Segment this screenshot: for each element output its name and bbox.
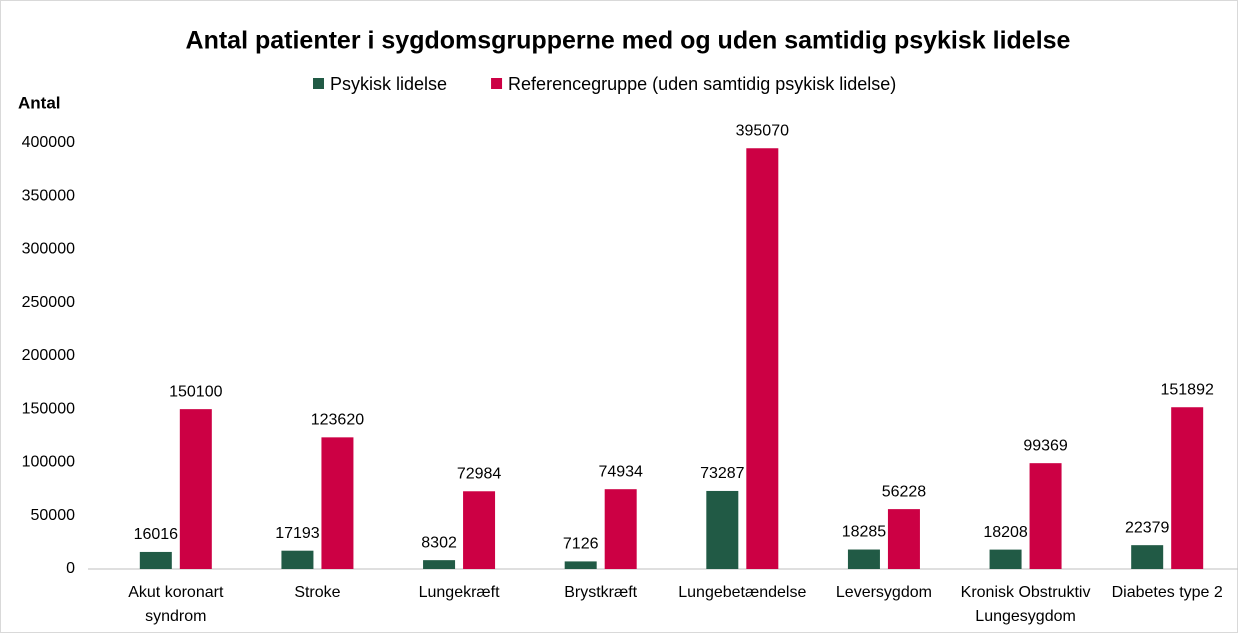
data-label: 74934 <box>598 463 643 480</box>
x-tick-label: Kronisk Obstruktiv Lungesygdom <box>960 584 1091 625</box>
y-tick-label: 250000 <box>22 294 75 311</box>
bar <box>1131 545 1164 569</box>
data-label: 151892 <box>1160 381 1213 398</box>
bar <box>463 491 496 569</box>
legend-label: Psykisk lidelse <box>330 74 447 94</box>
x-tick-label: Leversygdom <box>835 584 932 601</box>
data-label: 99369 <box>1023 437 1068 454</box>
bar <box>1171 407 1204 569</box>
bar <box>989 549 1022 569</box>
legend-swatch <box>313 78 324 89</box>
data-label: 16016 <box>134 526 179 543</box>
data-label: 56228 <box>882 483 927 500</box>
y-tick-label: 200000 <box>22 347 75 364</box>
x-tick-label: Lungekræft <box>418 584 500 601</box>
x-tick-label: Diabetes type 2 <box>1111 584 1223 601</box>
data-label: 18285 <box>842 524 887 541</box>
data-label: 150100 <box>169 383 222 400</box>
bar <box>179 409 212 569</box>
bar <box>139 551 172 569</box>
x-tick-label: Brystkræft <box>564 584 638 601</box>
y-tick-label: 50000 <box>31 507 76 524</box>
bar <box>604 489 637 569</box>
chart-title: Antal patienter i sygdomsgrupperne med o… <box>186 27 1071 55</box>
bar <box>321 437 354 569</box>
data-label: 395070 <box>736 122 789 139</box>
y-tick-label: 150000 <box>22 400 75 417</box>
data-label: 73287 <box>700 465 745 482</box>
y-axis-label: Antal <box>18 93 61 112</box>
bar <box>847 549 880 569</box>
data-label: 22379 <box>1125 519 1170 536</box>
bar <box>281 550 314 569</box>
bar <box>1029 463 1062 569</box>
data-label: 123620 <box>311 412 364 429</box>
legend-label: Referencegruppe (uden samtidig psykisk l… <box>508 74 896 94</box>
bar <box>887 509 920 569</box>
data-label: 18208 <box>983 524 1028 541</box>
x-tick-label: Akut koronart syndrom <box>128 584 224 625</box>
bar <box>746 148 779 570</box>
bar <box>706 490 739 569</box>
data-label: 72984 <box>457 465 502 482</box>
legend-swatch <box>491 78 503 89</box>
x-tick-label: Stroke <box>294 584 341 601</box>
y-tick-label: 400000 <box>22 134 75 151</box>
x-tick-label: Lungebetændelse <box>678 584 807 601</box>
y-tick-label: 350000 <box>22 187 75 204</box>
data-label: 7126 <box>563 536 599 553</box>
data-label: 17193 <box>275 525 320 542</box>
y-tick-label: 300000 <box>22 241 75 258</box>
y-tick-label: 100000 <box>22 454 75 471</box>
data-label: 8302 <box>421 534 457 551</box>
bar <box>564 561 597 569</box>
bar <box>423 560 456 569</box>
y-tick-label: 0 <box>66 560 75 577</box>
